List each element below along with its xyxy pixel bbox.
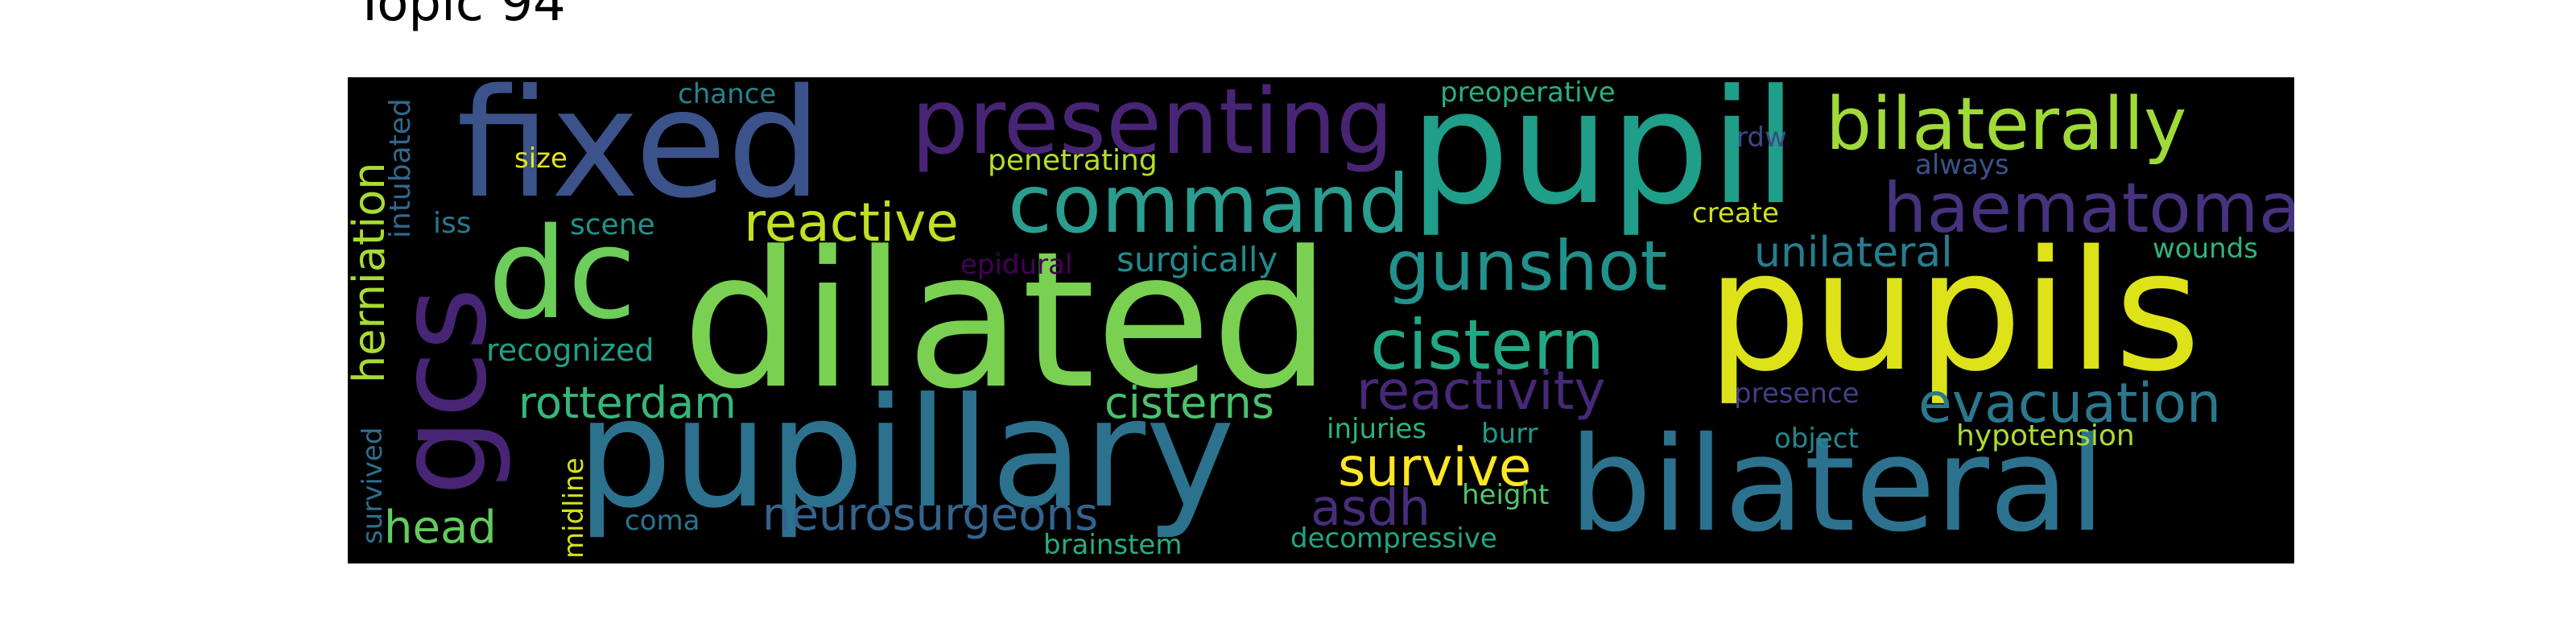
word-hypotension: hypotension xyxy=(1956,419,2135,452)
word-rdw: rdw xyxy=(1736,122,1787,154)
word-decompressive: decompressive xyxy=(1290,522,1497,555)
word-dilated: dilated xyxy=(682,212,1331,431)
word-unilateral: unilateral xyxy=(1754,229,1953,277)
word-pupil: pupil xyxy=(1410,77,1798,240)
word-intubated: intubated xyxy=(384,98,417,238)
word-scene: scene xyxy=(570,208,655,242)
word-neurosurgeons: neurosurgeons xyxy=(762,489,1099,541)
word-wounds: wounds xyxy=(2153,233,2259,265)
word-survive: survive xyxy=(1338,436,1532,498)
word-bilateral: bilateral xyxy=(1569,410,2106,561)
word-presence: presence xyxy=(1734,378,1860,410)
wordcloud-canvas: dilated pupils pupillary bilateral pupil… xyxy=(348,77,2294,564)
word-dc: dc xyxy=(488,200,637,347)
word-haematoma: haematoma xyxy=(1883,168,2294,249)
word-cisterns: cisterns xyxy=(1104,378,1274,428)
word-gunshot: gunshot xyxy=(1386,226,1668,307)
word-injuries: injuries xyxy=(1327,413,1427,445)
word-always: always xyxy=(1915,149,2009,181)
word-rotterdam: rotterdam xyxy=(518,378,737,428)
word-object: object xyxy=(1774,423,1859,455)
word-burr: burr xyxy=(1481,418,1538,450)
word-preoperative: preoperative xyxy=(1440,77,1616,109)
word-size: size xyxy=(514,142,568,175)
word-brainstem: brainstem xyxy=(1043,529,1183,561)
word-chance: chance xyxy=(678,78,777,110)
word-survived: survived xyxy=(357,427,389,544)
word-surgically: surgically xyxy=(1117,240,1278,279)
word-epidural: epidural xyxy=(960,249,1073,281)
word-recognized: recognized xyxy=(486,332,654,368)
word-create: create xyxy=(1692,197,1779,229)
word-coma: coma xyxy=(625,505,700,537)
word-reactive: reactive xyxy=(744,192,959,254)
word-gcs: gcs xyxy=(371,287,514,496)
wordcloud-title: Topic 94 xyxy=(354,0,566,33)
word-evacuation: evacuation xyxy=(1918,372,2222,436)
word-midline: midline xyxy=(558,457,590,559)
word-iss: iss xyxy=(433,207,472,240)
word-pupils: pupils xyxy=(1707,215,2201,408)
word-asdh: asdh xyxy=(1311,478,1430,537)
word-pupillary: pupillary xyxy=(576,365,1236,542)
word-height: height xyxy=(1462,479,1550,511)
word-command: command xyxy=(1008,157,1410,251)
word-bilaterally: bilaterally xyxy=(1826,82,2187,167)
word-fixed: fixed xyxy=(456,77,823,231)
word-presenting: presenting xyxy=(911,77,1393,175)
word-head: head xyxy=(384,502,497,554)
word-penetrating: penetrating xyxy=(988,144,1158,177)
word-cistern: cistern xyxy=(1370,305,1604,386)
word-reactivity: reactivity xyxy=(1356,360,1606,422)
